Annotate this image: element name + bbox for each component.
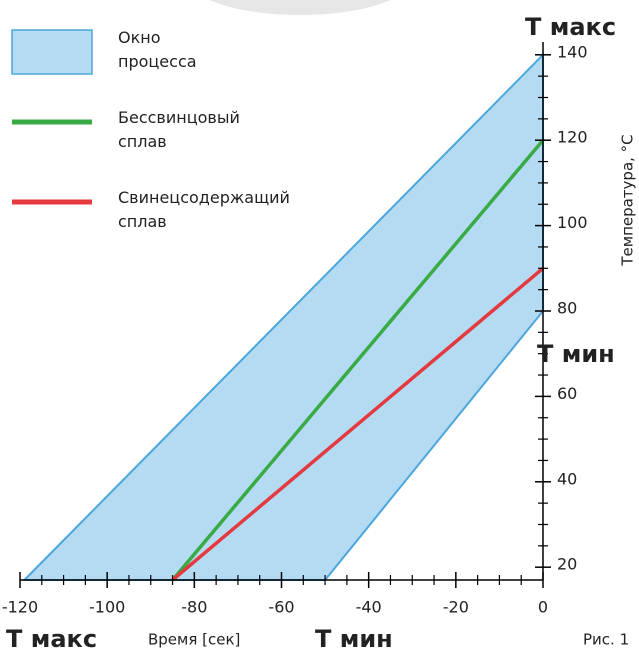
annotation: T мин [315,625,393,653]
decoration [209,0,391,15]
legend-label: Бессвинцовый сплав [118,108,240,151]
y-tick-label: 100 [557,213,588,232]
y-tick-label: 40 [557,469,577,488]
x-tick-label: -40 [356,598,382,617]
x-tick-label: -80 [181,598,207,617]
x-tick-label: -120 [2,598,38,617]
legend-label: Свинецсодержащий сплав [118,188,290,231]
series-line [171,266,545,582]
annotation: Рис. 1 [583,631,629,649]
y-axis-label: Температура, °C [619,134,637,266]
x-axis-label: Время [сек] [148,631,240,649]
y-tick-label: 20 [557,555,577,574]
x-tick-label: -100 [89,598,125,617]
legend-swatch [11,29,93,75]
y-tick-label: 140 [557,42,588,61]
x-tick-label: 0 [538,598,548,617]
plot-area: -120 -100 -80 -60 -40 -20 0 20 40 60 80 100 120 140 [2,42,588,617]
y-tick-label: 60 [557,384,577,403]
x-tick-label: -60 [268,598,294,617]
y-tick-label: 120 [557,128,588,147]
y-tick-label: 80 [557,299,577,318]
annotation: T макс [525,13,616,41]
x-tick-label: -20 [443,598,469,617]
series-line [171,139,545,582]
process-window [21,52,544,581]
annotation: T макс [6,625,97,653]
legend-label: Окно процесса [118,28,197,71]
annotation: T мин [537,340,615,368]
